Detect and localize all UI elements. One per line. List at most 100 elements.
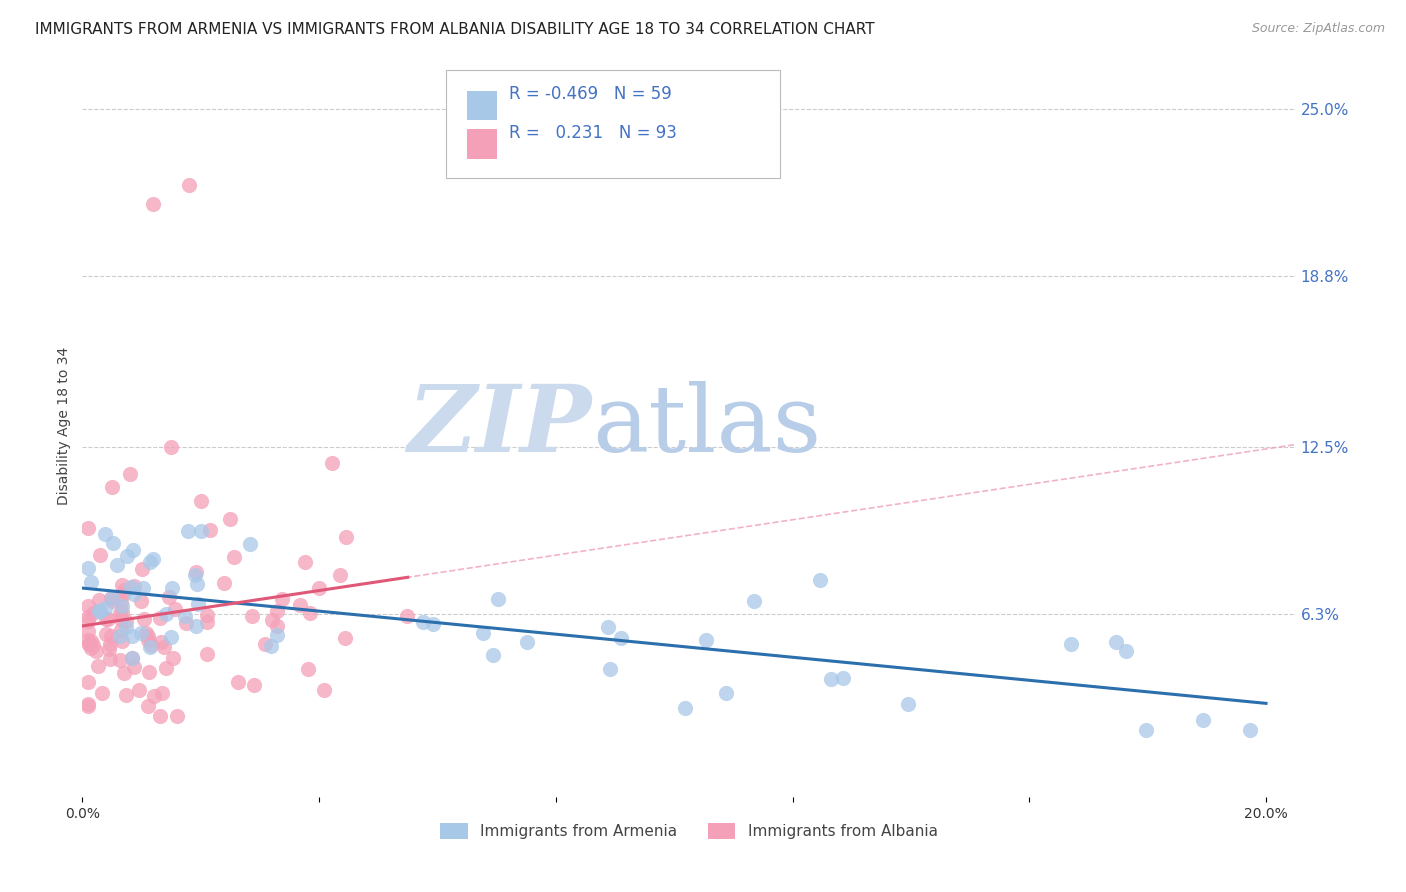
Point [187,597,209,611]
Point [262,613,284,627]
Point [90,686,112,700]
Point [101,591,124,605]
Point [298,607,321,621]
Point [129,593,152,607]
Point [143,689,166,703]
Point [294,555,316,569]
Point [121,651,143,665]
Point [87,593,110,607]
Point [226,674,249,689]
Point [77,521,100,535]
Point [1104,635,1126,649]
Point [150,686,173,700]
Point [174,616,197,631]
Point [118,467,141,481]
Point [212,576,235,591]
Point [110,607,132,621]
Point [395,608,418,623]
Point [138,640,160,654]
Point [98,652,121,666]
Point [1135,723,1157,737]
Point [110,623,132,637]
Point [333,631,356,645]
Text: Source: ZipAtlas.com: Source: ZipAtlas.com [1251,22,1385,36]
Point [94,627,117,641]
Text: ZIP: ZIP [408,381,592,471]
Point [288,598,311,612]
Point [266,604,288,618]
Point [111,634,134,648]
Text: R =   0.231   N = 93: R = 0.231 N = 93 [509,124,678,142]
Point [77,637,100,651]
Text: IMMIGRANTS FROM ARMENIA VS IMMIGRANTS FROM ALBANIA DISABILITY AGE 18 TO 34 CORRE: IMMIGRANTS FROM ARMENIA VS IMMIGRANTS FR… [35,22,875,37]
Point [97,642,120,657]
Point [111,577,134,591]
Point [112,583,135,598]
Point [97,612,120,626]
Point [121,651,143,665]
Point [96,612,118,626]
Point [422,617,444,632]
Point [120,580,142,594]
Point [136,698,159,713]
Point [335,530,357,544]
Point [714,686,737,700]
Point [157,591,180,605]
Point [599,662,621,676]
Point [308,581,330,595]
Point [155,661,177,675]
Point [239,537,262,551]
Point [138,555,160,569]
Point [162,651,184,665]
Point [94,527,117,541]
Point [297,662,319,676]
Point [89,548,111,562]
Point [516,635,538,649]
Point [177,524,200,538]
Point [115,688,138,702]
Point [260,640,283,654]
Point [77,610,100,624]
FancyBboxPatch shape [467,91,498,120]
Point [1115,644,1137,658]
Point [77,599,100,613]
Point [77,614,100,628]
Point [82,606,104,620]
Point [122,659,145,673]
Point [94,601,117,615]
Point [77,624,100,639]
Point [198,524,221,538]
Point [136,629,159,643]
Point [111,605,134,619]
Point [89,604,111,618]
Point [82,638,104,652]
Point [101,594,124,608]
Point [186,566,208,580]
Point [1239,723,1261,737]
Point [808,573,831,587]
Point [108,653,131,667]
Point [153,640,176,655]
Point [222,549,245,564]
Point [121,543,143,558]
Point [195,615,218,629]
Point [142,196,165,211]
Point [186,576,208,591]
Point [87,659,110,673]
Point [79,637,101,651]
Point [266,628,288,642]
Point [139,638,162,652]
Point [142,552,165,566]
Point [160,440,183,454]
Point [105,558,128,572]
Point [219,512,242,526]
Point [112,665,135,680]
Y-axis label: Disability Age 18 to 34: Disability Age 18 to 34 [58,347,72,506]
FancyBboxPatch shape [446,70,780,178]
Point [121,629,143,643]
Point [173,609,195,624]
Point [136,632,159,647]
Point [695,632,717,647]
Point [150,635,173,649]
Point [160,581,183,595]
